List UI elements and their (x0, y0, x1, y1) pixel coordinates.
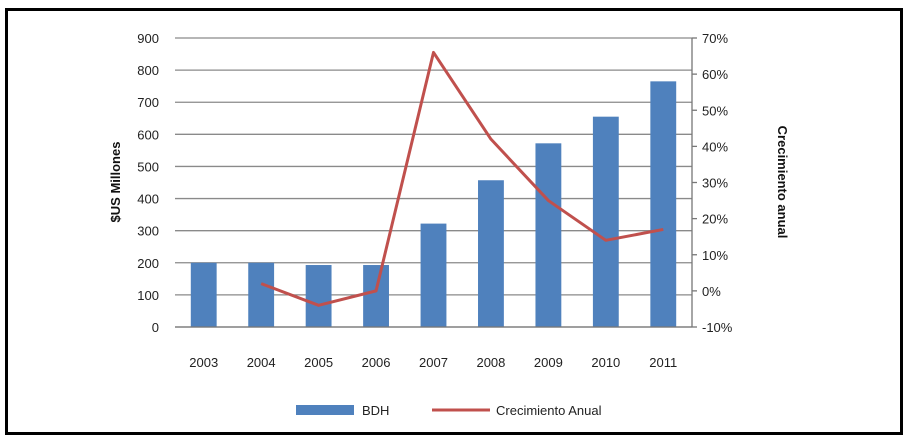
right-axis-tick-labels: -10% 0% 10% 20% 30% 40% 50% 60% 70% (702, 31, 733, 335)
y-tick-label: 300 (137, 224, 159, 239)
x-tick-label: 2009 (534, 355, 563, 370)
x-tick-label: 2010 (591, 355, 620, 370)
x-tick-label: 2008 (476, 355, 505, 370)
chart-frame (5, 8, 903, 435)
bar (592, 116, 619, 327)
x-tick-label: 2003 (189, 355, 218, 370)
bar (248, 262, 275, 327)
growth-line (260, 50, 664, 307)
y-tick-label: 200 (137, 256, 159, 271)
legend-label-bdh: BDH (362, 403, 389, 418)
y2-tick-label: 20% (702, 212, 728, 227)
bar (650, 81, 677, 327)
y2-tick-label: 40% (702, 139, 728, 154)
y-tick-label: 900 (137, 31, 159, 46)
bar (190, 262, 217, 327)
bar (420, 223, 447, 327)
y-tick-label: 700 (137, 95, 159, 110)
bar (305, 265, 332, 327)
y-tick-label: 500 (137, 159, 159, 174)
bar-series (190, 81, 677, 327)
y2-tick-label: 60% (702, 67, 728, 82)
axes (175, 37, 697, 328)
bar (363, 265, 389, 327)
y2-tick-label: 0% (702, 284, 721, 299)
x-tick-label: 2007 (419, 355, 448, 370)
bar (535, 143, 562, 327)
left-axis-tick-labels: 0 100 200 300 400 500 600 700 800 900 (137, 31, 159, 335)
y2-axis-title: Crecimiento anual (775, 126, 790, 239)
y2-tick-label: 70% (702, 31, 728, 46)
bar (478, 180, 504, 327)
y-tick-label: 400 (137, 192, 159, 207)
legend: BDH Crecimiento Anual (296, 403, 602, 418)
x-tick-label: 2004 (247, 355, 276, 370)
x-tick-label: 2006 (362, 355, 391, 370)
y2-tick-label: 50% (702, 103, 728, 118)
x-axis-tick-labels: 2003 2004 2005 2006 2007 2008 2009 2010 2011 (189, 355, 677, 370)
y-tick-label: 800 (137, 63, 159, 78)
legend-label-crecimiento: Crecimiento Anual (496, 403, 602, 418)
legend-swatch-bdh (296, 405, 354, 415)
y-tick-label: 600 (137, 127, 159, 142)
y-tick-label: 100 (137, 288, 159, 303)
x-tick-label: 2011 (649, 355, 677, 370)
y-tick-label: 0 (152, 320, 159, 335)
y2-tick-label: -10% (702, 320, 733, 335)
line-series (260, 50, 664, 307)
x-tick-label: 2005 (304, 355, 333, 370)
y-axis-title: $US Millones (108, 142, 123, 223)
y2-tick-label: 30% (702, 176, 728, 191)
y2-tick-label: 10% (702, 248, 728, 263)
